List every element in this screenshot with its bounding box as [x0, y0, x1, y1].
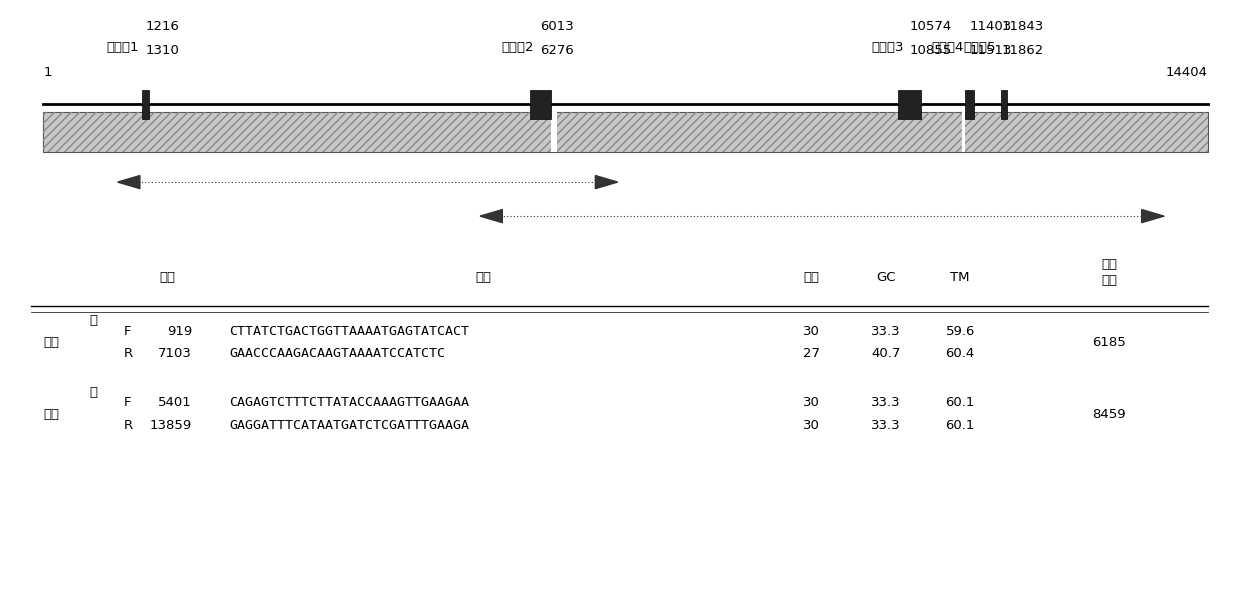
Text: GC: GC	[876, 271, 896, 284]
Bar	[898, 90, 921, 119]
Text: 1310: 1310	[145, 44, 180, 57]
Bar	[965, 90, 974, 119]
Text: 8459: 8459	[1092, 408, 1126, 420]
Text: 60.4: 60.4	[945, 347, 975, 360]
Text: 11403: 11403	[970, 20, 1012, 33]
Text: CAGAGTCTTTCTTATACCAAAGTTGAAGAA: CAGAGTCTTTCTTATACCAAAGTTGAAGAA	[229, 396, 470, 410]
Text: 引物: 引物	[43, 336, 59, 349]
Text: 6013: 6013	[540, 20, 574, 33]
Text: 33.3: 33.3	[871, 418, 901, 432]
Polygon shape	[479, 210, 502, 223]
Text: 外显兰3: 外显兰3	[871, 41, 903, 54]
Text: 30: 30	[803, 418, 820, 432]
Text: 33.3: 33.3	[871, 396, 901, 410]
Bar	[141, 90, 149, 119]
Text: 919: 919	[167, 325, 192, 338]
Polygon shape	[596, 176, 618, 189]
Text: 外显兰1: 外显兰1	[107, 41, 139, 54]
Text: 60.1: 60.1	[945, 396, 975, 410]
Text: 59.6: 59.6	[945, 325, 975, 338]
Text: 右: 右	[89, 386, 97, 399]
Text: 11513: 11513	[970, 44, 1012, 57]
Text: 33.3: 33.3	[871, 325, 901, 338]
Text: 13859: 13859	[150, 418, 192, 432]
Text: GAACCCAAGACAAGTAAAATCCATCTC: GAACCCAAGACAAGTAAAATCCATCTC	[229, 347, 445, 360]
Text: R: R	[124, 347, 133, 360]
Text: 40.7: 40.7	[871, 347, 901, 360]
Text: 14404: 14404	[1166, 66, 1208, 79]
Bar	[43, 112, 1208, 152]
Text: 序列: 序列	[476, 271, 491, 284]
Text: 30: 30	[803, 325, 820, 338]
Text: 60.1: 60.1	[945, 418, 975, 432]
Bar	[551, 112, 558, 152]
Text: 10855: 10855	[909, 44, 952, 57]
Text: 产物: 产物	[1101, 258, 1116, 271]
Text: 6185: 6185	[1092, 336, 1126, 349]
Polygon shape	[118, 176, 140, 189]
Text: TM: TM	[950, 271, 970, 284]
Bar	[1001, 90, 1007, 119]
Text: 6276: 6276	[540, 44, 574, 57]
Text: 5401: 5401	[159, 396, 192, 410]
Text: 外显兰5: 外显兰5	[963, 41, 995, 54]
Text: 左: 左	[89, 314, 97, 327]
Text: 引物: 引物	[43, 408, 59, 420]
Text: 1216: 1216	[145, 20, 180, 33]
Bar	[43, 112, 1208, 152]
Text: R: R	[124, 418, 133, 432]
Text: 10574: 10574	[909, 20, 952, 33]
Bar	[961, 112, 965, 152]
Text: 27: 27	[803, 347, 820, 360]
Polygon shape	[1141, 210, 1163, 223]
Text: F: F	[124, 325, 131, 338]
Text: 外显兰2: 外显兰2	[502, 41, 534, 54]
Text: 位置: 位置	[160, 271, 175, 284]
Text: 1: 1	[43, 66, 52, 79]
Text: 11843: 11843	[1001, 20, 1044, 33]
Text: 外显兰4: 外显兰4	[932, 41, 964, 54]
Text: F: F	[124, 396, 131, 410]
Text: 7103: 7103	[159, 347, 192, 360]
Text: 30: 30	[803, 396, 820, 410]
Text: 11862: 11862	[1001, 44, 1044, 57]
Bar	[529, 90, 551, 119]
Text: 长度: 长度	[804, 271, 819, 284]
Text: 大小: 大小	[1101, 274, 1116, 287]
Text: CTTATCTGACTGGTTAAAATGAGTATCACT: CTTATCTGACTGGTTAAAATGAGTATCACT	[229, 325, 470, 338]
Text: GAGGATTTCATAATGATCTCGATTTGAAGA: GAGGATTTCATAATGATCTCGATTTGAAGA	[229, 418, 470, 432]
